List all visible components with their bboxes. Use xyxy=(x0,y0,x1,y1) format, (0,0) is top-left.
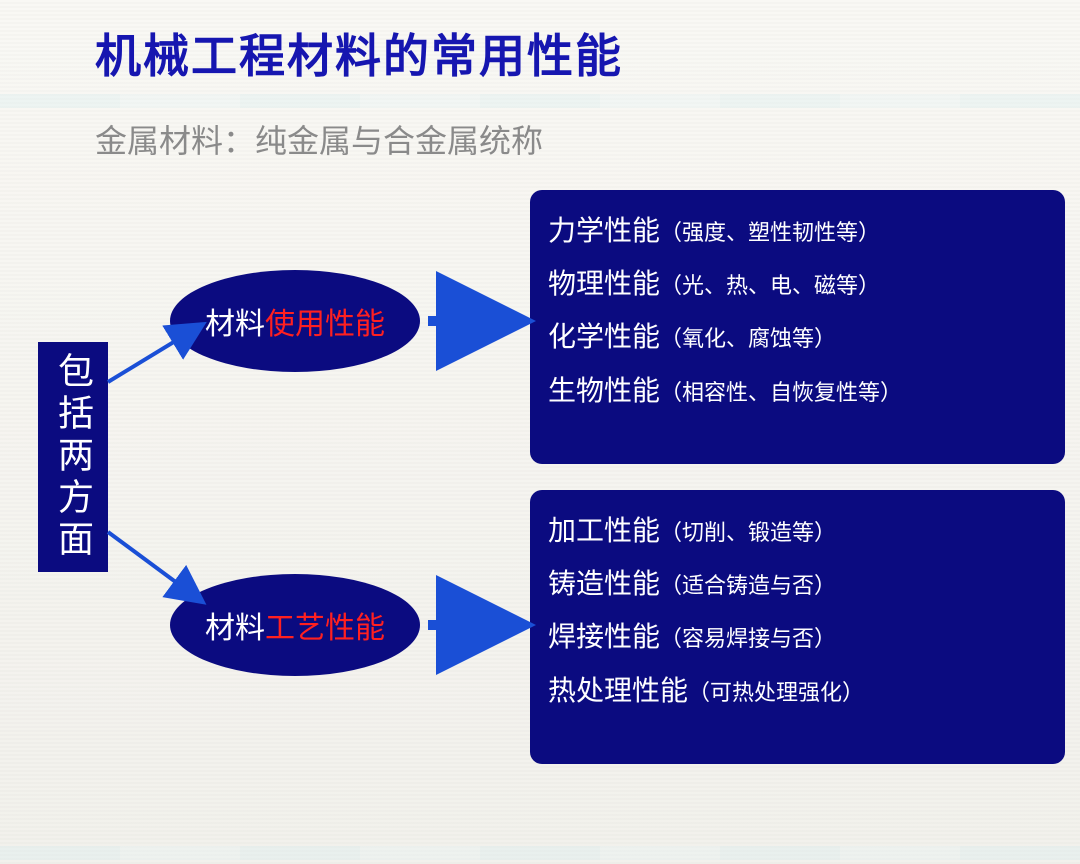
panel-row: 物理性能（光、热、电、磁等） xyxy=(548,257,1047,310)
arrow-line xyxy=(108,532,200,600)
panel-row: 热处理性能（可热处理强化） xyxy=(548,664,1047,717)
panel-row-val: （可热处理强化） xyxy=(688,680,864,705)
decor-band-bottom xyxy=(0,846,1080,860)
panel-row-val: （强度、塑性韧性等） xyxy=(660,220,880,245)
panel-row-key: 铸造性能 xyxy=(548,568,660,599)
branch-label-hi: 工艺性能 xyxy=(265,603,385,647)
panel-row-key: 化学性能 xyxy=(548,321,660,352)
panel-row-val: （切削、锻造等） xyxy=(660,520,836,545)
panel-row-val: （氧化、腐蚀等） xyxy=(660,326,836,351)
subtitle: 金属材料：纯金属与合金属统称 xyxy=(95,116,543,162)
root-node-label: 包括两方面 xyxy=(47,352,99,562)
panel-row-val: （相容性、自恢复性等） xyxy=(660,380,902,405)
branch-label-pre: 材料 xyxy=(205,299,265,343)
panel-row: 焊接性能（容易焊接与否） xyxy=(548,610,1047,663)
panel-row: 铸造性能（适合铸造与否） xyxy=(548,557,1047,610)
panel-row-key: 生物性能 xyxy=(548,375,660,406)
branch-label-hi: 使用性能 xyxy=(265,299,385,343)
branch-node-process: 材料工艺性能 xyxy=(170,574,420,676)
panel-row-key: 力学性能 xyxy=(548,215,660,246)
branch-label-pre: 材料 xyxy=(205,603,265,647)
panel-row-val: （容易焊接与否） xyxy=(660,626,836,651)
panel-row: 力学性能（强度、塑性韧性等） xyxy=(548,204,1047,257)
panel-row-key: 物理性能 xyxy=(548,268,660,299)
panel-row-key: 热处理性能 xyxy=(548,675,688,706)
panel-usage: 力学性能（强度、塑性韧性等）物理性能（光、热、电、磁等）化学性能（氧化、腐蚀等）… xyxy=(530,190,1065,464)
panel-row-val: （光、热、电、磁等） xyxy=(660,273,880,298)
panel-row-val: （适合铸造与否） xyxy=(660,573,836,598)
page-title: 机械工程材料的常用性能 xyxy=(95,20,623,86)
decor-band-top xyxy=(0,94,1080,108)
panel-row-key: 加工性能 xyxy=(548,515,660,546)
panel-row: 生物性能（相容性、自恢复性等） xyxy=(548,364,1047,417)
panel-process: 加工性能（切削、锻造等）铸造性能（适合铸造与否）焊接性能（容易焊接与否）热处理性… xyxy=(530,490,1065,764)
panel-row: 化学性能（氧化、腐蚀等） xyxy=(548,310,1047,363)
panel-row: 加工性能（切削、锻造等） xyxy=(548,504,1047,557)
branch-node-usage: 材料使用性能 xyxy=(170,270,420,372)
panel-row-key: 焊接性能 xyxy=(548,621,660,652)
root-node: 包括两方面 xyxy=(38,342,108,572)
